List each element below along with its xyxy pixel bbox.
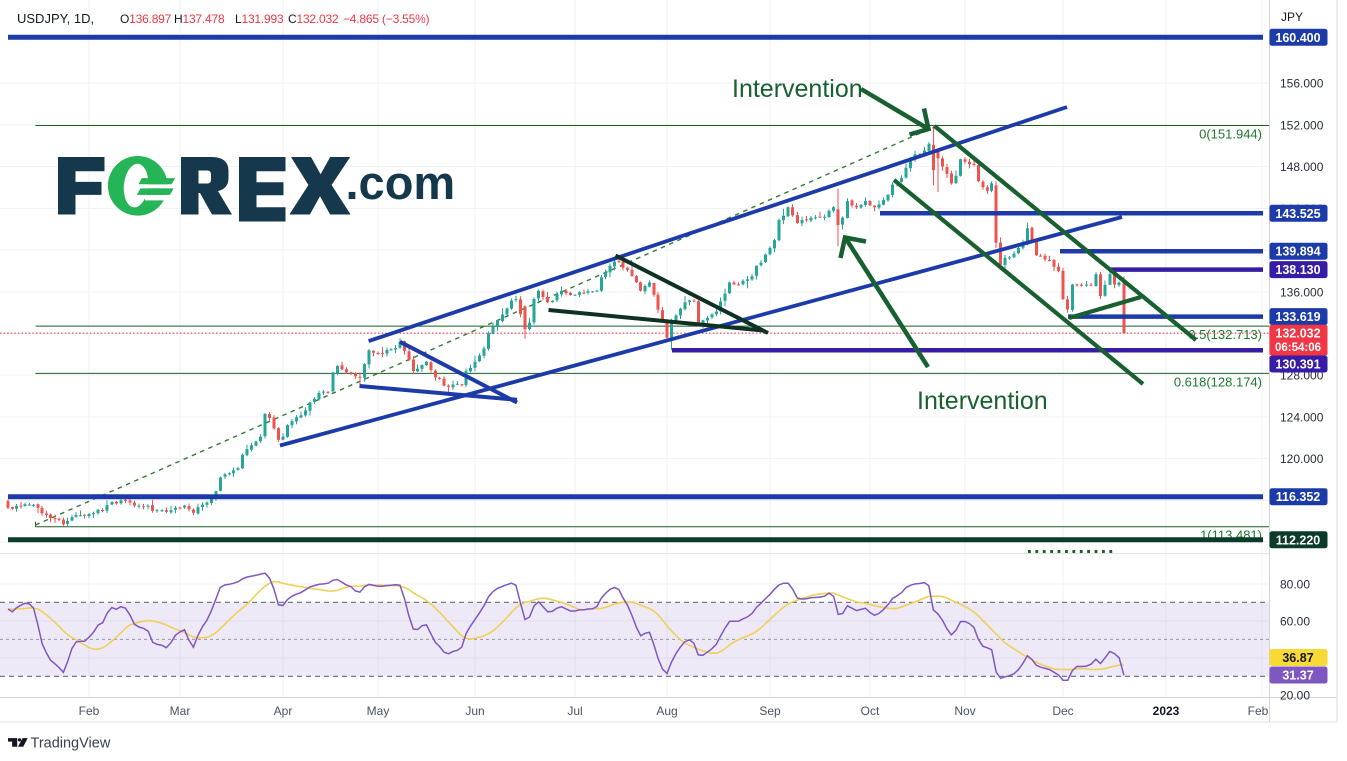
svg-text:2023: 2023 — [1153, 704, 1180, 718]
svg-text:Nov: Nov — [954, 704, 975, 718]
svg-text:H137.478: H137.478 — [174, 12, 225, 26]
svg-text:O136.897: O136.897 — [120, 12, 172, 26]
svg-text:Feb: Feb — [1248, 704, 1269, 718]
svg-text:Aug: Aug — [656, 704, 677, 718]
svg-text:112.220: 112.220 — [1276, 533, 1321, 547]
svg-text:Intervention: Intervention — [732, 75, 863, 103]
svg-text:130.391: 130.391 — [1275, 358, 1320, 372]
svg-text:Apr: Apr — [274, 704, 293, 718]
svg-text:−4.865 (−3.55%): −4.865 (−3.55%) — [343, 12, 430, 26]
svg-text:C132.032: C132.032 — [288, 12, 339, 26]
svg-text:31.37: 31.37 — [1282, 669, 1313, 683]
svg-text:143.525: 143.525 — [1275, 207, 1320, 221]
svg-text:148.000: 148.000 — [1280, 160, 1324, 174]
svg-text:116.352: 116.352 — [1276, 490, 1321, 504]
svg-text:0.5(132.713): 0.5(132.713) — [1188, 327, 1262, 342]
svg-text:36.87: 36.87 — [1282, 651, 1313, 665]
svg-text:Dec: Dec — [1052, 704, 1073, 718]
svg-text:06:54:06: 06:54:06 — [1275, 342, 1321, 354]
svg-text:Intervention: Intervention — [917, 387, 1048, 415]
svg-text:USDJPY, 1D,: USDJPY, 1D, — [17, 11, 94, 26]
svg-text:0.618(128.174): 0.618(128.174) — [1174, 374, 1262, 389]
svg-text:80.00: 80.00 — [1280, 577, 1310, 591]
svg-text:138.130: 138.130 — [1275, 263, 1320, 277]
svg-text:Jul: Jul — [567, 704, 582, 718]
svg-text:Mar: Mar — [170, 704, 191, 718]
svg-text:20.00: 20.00 — [1280, 688, 1310, 702]
svg-text:136.000: 136.000 — [1280, 285, 1324, 299]
svg-text:152.000: 152.000 — [1280, 118, 1324, 132]
svg-text:Jun: Jun — [465, 704, 484, 718]
svg-text:132.032: 132.032 — [1275, 327, 1320, 341]
svg-text:May: May — [367, 704, 390, 718]
svg-text:L131.993: L131.993 — [235, 12, 284, 26]
svg-text:Sep: Sep — [759, 704, 781, 718]
svg-text:133.619: 133.619 — [1275, 310, 1320, 324]
svg-text:Oct: Oct — [861, 704, 880, 718]
svg-text:JPY: JPY — [1281, 10, 1303, 24]
svg-text:Feb: Feb — [79, 704, 100, 718]
svg-text:160.400: 160.400 — [1275, 31, 1320, 45]
svg-text:60.00: 60.00 — [1280, 614, 1310, 628]
svg-text:0(151.944): 0(151.944) — [1199, 127, 1262, 142]
svg-text:139.894: 139.894 — [1275, 245, 1320, 259]
svg-text:156.000: 156.000 — [1280, 77, 1324, 91]
svg-text:TradingView: TradingView — [31, 736, 111, 752]
svg-text:124.000: 124.000 — [1280, 411, 1324, 425]
svg-text:120.000: 120.000 — [1280, 452, 1324, 466]
svg-text:.com: .com — [346, 156, 456, 209]
